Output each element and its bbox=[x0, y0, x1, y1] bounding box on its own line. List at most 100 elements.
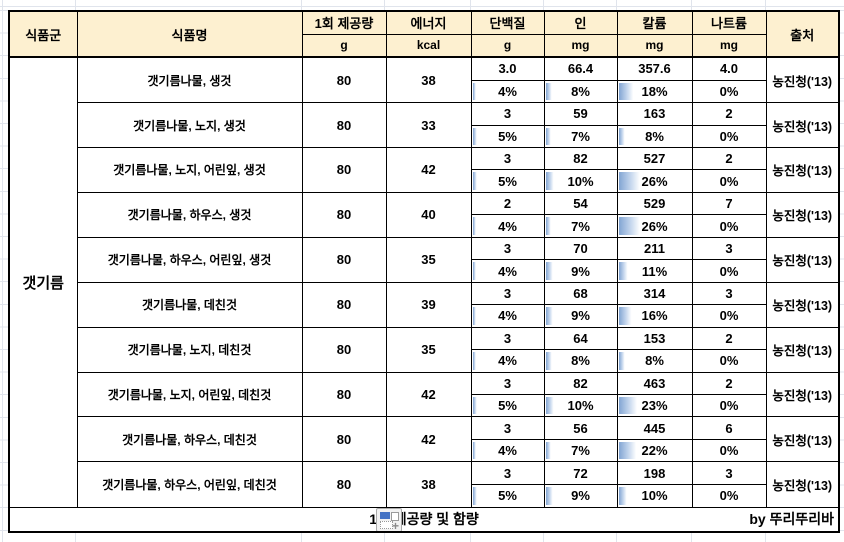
protein-pct-cell: 4% bbox=[470, 259, 545, 283]
potassium-value-cell: 445 bbox=[616, 416, 693, 440]
phosphorus-value-cell: 82 bbox=[543, 147, 618, 171]
sodium-pct-cell: 0% bbox=[691, 79, 767, 104]
potassium-dv-bar bbox=[618, 217, 641, 235]
table-row-percent: 5% 10% 23% 0% bbox=[9, 393, 839, 418]
phosphorus-dv-bar bbox=[545, 172, 554, 190]
food-name-cell: 갯기름나물, 하우스, 데친것 bbox=[76, 416, 303, 463]
phosphorus-pct-cell: 8% bbox=[543, 79, 618, 104]
phosphorus-dv-bar bbox=[545, 486, 553, 505]
serving-cell: 80 bbox=[301, 371, 387, 418]
col-header-food-name: 식품명 bbox=[76, 10, 303, 58]
unit-sodium: mg bbox=[691, 33, 767, 58]
col-header-food-group: 식품군 bbox=[8, 10, 78, 58]
sodium-pct-cell: 0% bbox=[691, 438, 767, 463]
sodium-value-cell: 3 bbox=[691, 281, 767, 306]
phosphorus-dv-bar bbox=[545, 127, 552, 146]
protein-pct-cell: 5% bbox=[470, 124, 545, 149]
protein-pct-cell: 5% bbox=[470, 483, 545, 508]
header-row-units: g kcal g mg mg mg bbox=[9, 33, 839, 58]
sodium-pct-cell: 0% bbox=[691, 259, 767, 283]
serving-cell: 80 bbox=[301, 416, 387, 463]
potassium-value-cell: 527 bbox=[616, 147, 693, 171]
food-name-cell: 갯기름나물, 하우스, 어린잎, 생것 bbox=[76, 236, 303, 283]
phosphorus-dv-bar bbox=[545, 352, 553, 370]
protein-value-cell: 3 bbox=[470, 236, 545, 261]
sodium-value-cell: 2 bbox=[691, 326, 767, 351]
phosphorus-value-cell: 54 bbox=[543, 191, 618, 216]
source-cell: 농진청('13) bbox=[765, 236, 840, 283]
serving-cell: 80 bbox=[301, 236, 387, 283]
protein-dv-bar bbox=[472, 352, 476, 370]
source-cell: 농진청('13) bbox=[765, 371, 840, 418]
protein-value-cell: 3 bbox=[470, 326, 545, 351]
energy-cell: 40 bbox=[385, 191, 472, 238]
potassium-value-cell: 198 bbox=[616, 461, 693, 485]
phosphorus-dv-bar bbox=[545, 441, 552, 460]
table-row-percent: 4% 7% 22% 0% bbox=[9, 438, 839, 463]
source-cell: 농진청('13) bbox=[765, 326, 840, 373]
footer-cell: 1회 제공량 및 함량 + by 뚜리뚜리바 bbox=[8, 506, 840, 533]
sodium-pct-cell: 0% bbox=[691, 483, 767, 508]
col-header-sodium: 나트륨 bbox=[691, 10, 767, 35]
serving-cell: 80 bbox=[301, 326, 387, 373]
phosphorus-dv-bar bbox=[545, 217, 552, 235]
col-header-source: 출처 bbox=[765, 10, 840, 58]
source-cell: 농진청('13) bbox=[765, 461, 840, 508]
table-row-percent: 4% 9% 16% 0% bbox=[9, 304, 839, 328]
phosphorus-pct-cell: 9% bbox=[543, 483, 618, 508]
energy-cell: 35 bbox=[385, 326, 472, 373]
potassium-pct-cell: 22% bbox=[616, 438, 693, 463]
sodium-value-cell: 2 bbox=[691, 147, 767, 171]
paste-options-icon-white-block bbox=[391, 511, 399, 521]
food-name-cell: 갯기름나물, 데친것 bbox=[76, 281, 303, 328]
table-row-percent: 4% 7% 26% 0% bbox=[9, 214, 839, 238]
table-row-percent: 4% 8% 8% 0% bbox=[9, 349, 839, 373]
potassium-value-cell: 357.6 bbox=[616, 56, 693, 81]
protein-value-cell: 3 bbox=[470, 102, 545, 126]
protein-pct-cell: 4% bbox=[470, 214, 545, 238]
table-row-percent: 5% 10% 26% 0% bbox=[9, 169, 839, 193]
sodium-value-cell: 4.0 bbox=[691, 56, 767, 81]
phosphorus-pct-cell: 7% bbox=[543, 214, 618, 238]
table-row: 갯기름나물, 하우스, 어린잎, 생것 80 35 3 70 211 3 농진청… bbox=[9, 236, 840, 283]
table-row: 갯기름나물, 하우스, 데친것 80 42 3 56 445 6 농진청('13… bbox=[9, 416, 840, 463]
phosphorus-value-cell: 66.4 bbox=[543, 56, 618, 81]
potassium-pct-cell: 10% bbox=[616, 483, 693, 508]
protein-value-cell: 3 bbox=[470, 461, 545, 485]
protein-pct-cell: 4% bbox=[470, 304, 545, 328]
paste-options-icon[interactable]: + bbox=[376, 508, 402, 531]
serving-cell: 80 bbox=[301, 461, 387, 508]
energy-cell: 42 bbox=[385, 416, 472, 463]
potassium-pct-cell: 11% bbox=[616, 259, 693, 283]
protein-value-cell: 2 bbox=[470, 191, 545, 216]
serving-cell: 80 bbox=[301, 281, 387, 328]
unit-phosphorus: mg bbox=[543, 33, 618, 58]
source-cell: 농진청('13) bbox=[765, 147, 840, 193]
table-row: 갯기름나물, 노지, 생것 80 33 3 59 163 2 농진청('13) bbox=[9, 102, 840, 149]
sodium-pct-cell: 0% bbox=[691, 169, 767, 193]
protein-value-cell: 3 bbox=[470, 281, 545, 306]
protein-pct-cell: 4% bbox=[470, 349, 545, 373]
energy-cell: 38 bbox=[385, 461, 472, 508]
footer-credit: by 뚜리뚜리바 bbox=[749, 511, 834, 528]
protein-dv-bar bbox=[472, 172, 477, 190]
sodium-value-cell: 2 bbox=[691, 102, 767, 126]
food-name-cell: 갯기름나물, 하우스, 어린잎, 데친것 bbox=[76, 461, 303, 508]
table-row: 갯기름나물, 노지, 어린잎, 생것 80 42 3 82 527 2 농진청(… bbox=[9, 147, 840, 193]
protein-dv-bar bbox=[472, 217, 476, 235]
serving-cell: 80 bbox=[301, 191, 387, 238]
energy-cell: 33 bbox=[385, 102, 472, 149]
phosphorus-pct-cell: 7% bbox=[543, 438, 618, 463]
energy-cell: 35 bbox=[385, 236, 472, 283]
potassium-value-cell: 314 bbox=[616, 281, 693, 306]
potassium-pct-cell: 26% bbox=[616, 214, 693, 238]
food-name-cell: 갯기름나물, 하우스, 생것 bbox=[76, 191, 303, 238]
protein-value-cell: 3 bbox=[470, 371, 545, 396]
sodium-pct-cell: 0% bbox=[691, 214, 767, 238]
serving-cell: 80 bbox=[301, 56, 387, 104]
col-header-serving: 1회 제공량 bbox=[301, 10, 387, 35]
table-row: 갯기름 갯기름나물, 생것 80 38 3.0 66.4 357.6 4.0 농… bbox=[8, 56, 840, 508]
phosphorus-value-cell: 56 bbox=[543, 416, 618, 440]
potassium-pct-cell: 18% bbox=[616, 79, 693, 104]
unit-potassium: mg bbox=[616, 33, 693, 58]
